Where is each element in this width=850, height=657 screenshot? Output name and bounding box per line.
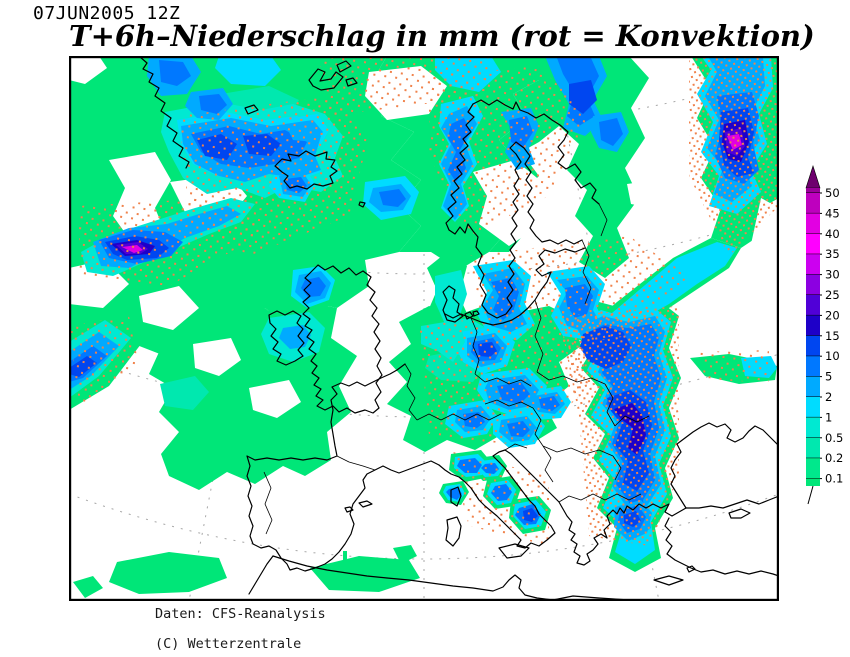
attribution-footer: Daten: CFS-Reanalysis (C) Wetterzentrale… [155, 607, 326, 657]
svg-text:15: 15 [825, 329, 840, 343]
svg-text:25: 25 [825, 288, 840, 302]
svg-text:5: 5 [825, 370, 832, 384]
copyright-label: (C) Wetterzentrale [155, 636, 302, 652]
svg-text:30: 30 [825, 268, 840, 282]
svg-text:2: 2 [825, 390, 832, 404]
svg-text:40: 40 [825, 227, 840, 241]
svg-text:20: 20 [825, 308, 840, 322]
country-borders [263, 203, 650, 535]
svg-text:1: 1 [825, 410, 832, 424]
legend-scale: 50 45 40 35 30 25 20 15 10 5 2 1 0.5 0.2 0.1 [806, 186, 843, 486]
map-frame [69, 56, 779, 601]
svg-text:10: 10 [825, 349, 840, 363]
map-title: T+6h–Niederschlag in mm (rot = Konvektio… [69, 19, 815, 53]
run-date-label: 07JUN2005 12Z [33, 3, 181, 24]
svg-text:50: 50 [825, 186, 840, 200]
svg-text:0.5: 0.5 [825, 431, 843, 445]
europe-precipitation-map [69, 56, 779, 601]
data-source-label: Daten: CFS-Reanalysis [155, 606, 326, 622]
convection-speckles [69, 56, 779, 546]
coastlines [138, 56, 779, 601]
svg-text:0.2: 0.2 [825, 451, 843, 465]
svg-text:0.1: 0.1 [825, 472, 843, 486]
legend-tail-line [807, 485, 814, 505]
svg-text:45: 45 [825, 206, 840, 220]
precipitation-legend: 50 45 40 35 30 25 20 15 10 5 2 1 0.5 0.2 0.1 [805, 165, 843, 505]
legend-arrow-icon [805, 165, 821, 189]
svg-text:35: 35 [825, 247, 840, 261]
